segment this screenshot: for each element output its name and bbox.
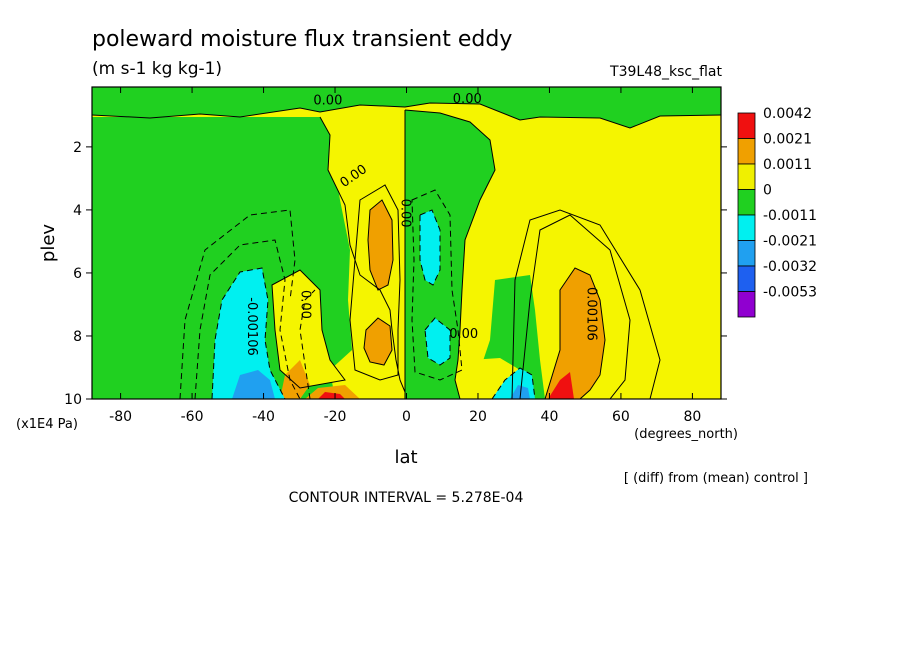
fill-blue-left [232,370,275,399]
fill-blue-right [510,385,530,399]
contour-neg-center-lower [424,317,451,366]
contour-neg-center-outer [411,189,463,381]
x-tick-label: 0 [402,409,411,425]
x-tick-label: 80 [683,409,701,425]
contour-neg-center-upper [419,209,441,286]
x-axis-label: lat [394,447,417,468]
contour-label: 0.00 [297,290,312,319]
x-tick-label: -80 [109,409,132,425]
contour-pos-right-outer [519,214,631,399]
contour-fills [92,87,721,399]
contour-interval: CONTOUR INTERVAL = 5.278E-04 [289,490,524,506]
contour-label: 0.00106 [583,287,598,341]
legend-level-label: -0.0011 [763,208,817,224]
fill-orange-left-bottom [280,360,310,399]
legend-swatch [737,112,756,139]
contour-zero-top [92,102,721,129]
legend-level-label: -0.0021 [763,234,817,250]
contour-label-text: 0.00 [297,290,312,319]
legend-level-label: 0 [763,183,772,199]
contour-label: 0.00 [313,94,342,109]
contour-neg-left-outer [194,239,301,399]
contour-label-text: -0.00106 [244,297,259,355]
y-tick-label: 4 [73,203,82,219]
fill-yellow-left-lobe [272,270,345,388]
fill-cyan-left [212,268,285,399]
legend-level-label: 0.0021 [763,132,812,148]
x-axis-units: (degrees_north) [634,427,738,442]
fill-green-top [92,87,721,128]
legend-level-label: -0.0053 [763,285,817,301]
x-tick-label: 60 [612,409,630,425]
y-tick-label: 8 [73,329,82,345]
legend-swatch [737,214,756,241]
contour-neg-center-left [299,289,316,399]
fill-red-left [318,392,345,399]
x-tick-label: -20 [324,409,347,425]
dataset-label: T39L48_ksc_flat [609,64,722,80]
x-tick-label: -60 [181,409,204,425]
contour-pos-center-lower [363,317,393,366]
contour-label-text: 0.00106 [583,287,598,341]
contour-label: 0.00 [398,199,413,228]
x-tick-label: -40 [252,409,275,425]
legend-swatch [737,291,756,318]
contour-label-text: 0.00 [453,92,482,107]
fill-orange-center-lower [364,318,392,365]
legend-swatch [737,240,756,267]
contour-label: 0.00 [449,327,478,342]
fill-cyan-center-lower [425,318,450,365]
legend-swatch [737,189,756,216]
fill-orange-sh-bottom [305,385,360,399]
y-tick-label: 10 [64,392,82,408]
contour-pos-center-upper [367,199,394,291]
contour-pos-right [544,267,606,399]
legend-level-label: 0.0042 [763,106,812,122]
color-legend: 0.0042 0.0021 0.0011 0 -0.0011 -0.0021 -0.0032… [737,106,817,318]
contour-pos-right-outer2 [511,209,661,399]
chart-title: poleward moisture flux transient eddy [92,27,512,52]
contour-label: -0.00106 [244,297,259,355]
y-axis-ticks: 2 4 6 8 10 [64,140,727,408]
contour-pos-center-outer [349,184,401,381]
fill-green-left [92,117,405,399]
y-tick-label: 2 [73,140,82,156]
y-tick-label: 6 [73,266,82,282]
contour-label-text: 0.00 [398,199,413,228]
fill-red-right [548,372,574,399]
fill-orange-center-upper [368,200,393,290]
legend-swatch [737,265,756,292]
contour-label-text: 0.00 [449,327,478,342]
contour-lines [92,102,721,399]
legend-level-label: 0.0011 [763,157,812,173]
x-tick-label: 20 [469,409,487,425]
legend-swatch [737,163,756,190]
contour-label-text: 0.00 [313,94,342,109]
contour-neg-left [211,267,286,399]
contour-zero-left-center [319,116,406,393]
contour-zero-right-center [404,109,496,399]
x-tick-label: 40 [541,409,559,425]
contour-neg-right-bottom [491,367,536,399]
legend-swatch [737,138,756,165]
contour-label: 0.00 [453,92,482,107]
footer-note: [ (diff) from (mean) control ] [624,471,808,486]
legend-level-label: -0.0032 [763,259,817,275]
chart-subtitle: (m s-1 kg kg-1) [92,59,222,79]
plot-area: 0.00 0.000.000.000.000.00-0.00106 0.00106 … [64,86,727,425]
x-axis-ticks: -80 -60 -40 -20 0 20 40 60 80 [109,87,701,425]
contour-zero-left-lobe [271,269,346,389]
y-axis-label: plev [38,224,59,263]
fill-cyan-center-upper [420,210,440,285]
y-axis-units: (x1E4 Pa) [16,417,78,432]
contour-labels: 0.00 0.000.000.000.000.00-0.00106 0.00106 [244,92,599,356]
